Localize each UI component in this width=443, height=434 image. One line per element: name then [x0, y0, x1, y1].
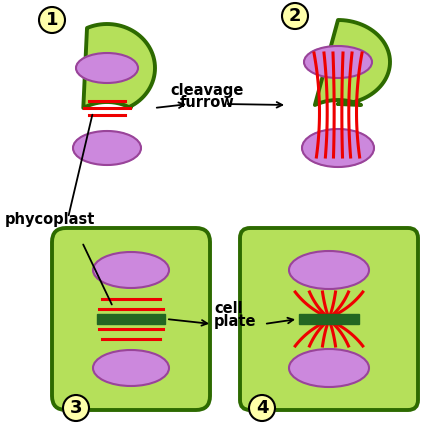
Ellipse shape	[302, 129, 374, 167]
Ellipse shape	[73, 131, 141, 165]
Circle shape	[249, 395, 275, 421]
Text: plate: plate	[214, 314, 256, 329]
Ellipse shape	[289, 349, 369, 387]
Text: cell: cell	[214, 301, 243, 316]
Ellipse shape	[76, 53, 138, 83]
Bar	[299, 314, 359, 324]
Text: cleavage: cleavage	[170, 83, 244, 98]
Text: 3: 3	[70, 399, 82, 417]
Polygon shape	[315, 20, 390, 105]
Text: 4: 4	[256, 399, 268, 417]
Ellipse shape	[304, 46, 372, 78]
Ellipse shape	[93, 350, 169, 386]
Circle shape	[63, 395, 89, 421]
FancyBboxPatch shape	[240, 228, 418, 410]
Circle shape	[39, 7, 65, 33]
Circle shape	[282, 3, 308, 29]
Text: phycoplast: phycoplast	[5, 212, 95, 227]
Ellipse shape	[289, 251, 369, 289]
Text: furrow: furrow	[179, 95, 234, 110]
Polygon shape	[83, 24, 155, 108]
Ellipse shape	[93, 252, 169, 288]
Text: 2: 2	[289, 7, 301, 25]
FancyBboxPatch shape	[52, 228, 210, 410]
Bar	[97, 314, 165, 324]
Text: 1: 1	[46, 11, 58, 29]
